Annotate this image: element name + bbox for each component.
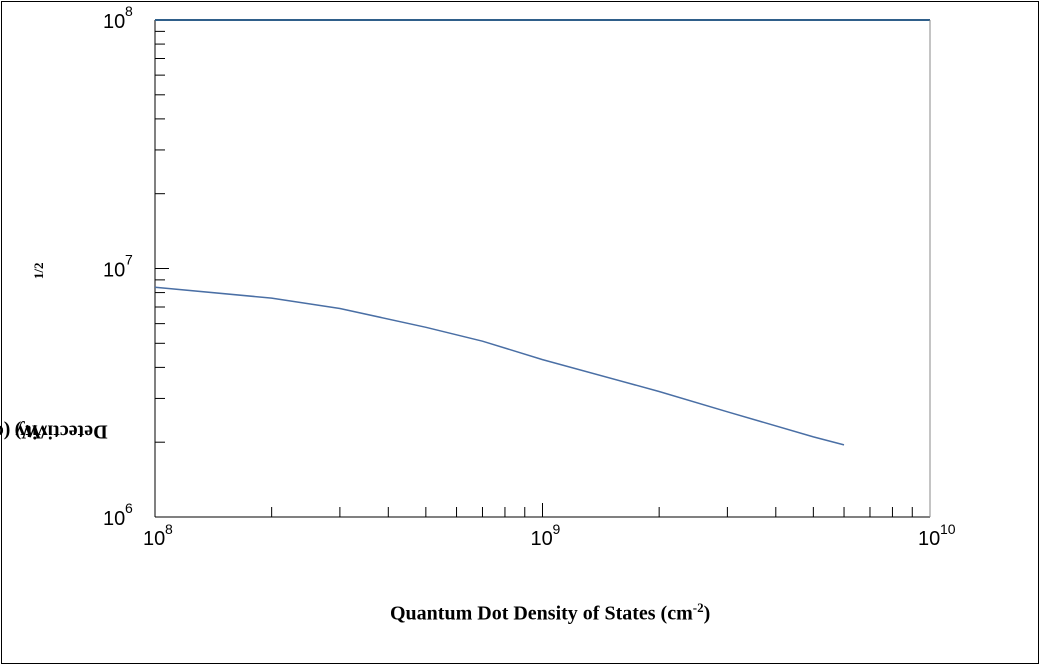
x-tick-label-exponent: 9 — [553, 521, 561, 537]
y-tick-label-exponent: 8 — [125, 3, 133, 19]
y-tick-label: 10 — [103, 260, 125, 282]
y-tick-label-exponent: 7 — [125, 252, 133, 268]
x-tick-label-exponent: 8 — [165, 521, 173, 537]
x-tick-label: 10 — [918, 528, 940, 550]
x-tick-label: 10 — [531, 528, 553, 550]
y-tick-label: 10 — [103, 11, 125, 33]
x-tick-label: 10 — [143, 528, 165, 550]
series-line — [154, 286, 845, 446]
x-axis-label: Quantum Dot Density of States (cm-2) — [390, 600, 711, 625]
y-tick-label: 10 — [103, 508, 125, 530]
x-tick-label-exponent: 10 — [940, 521, 956, 537]
y-tick-label-exponent: 6 — [125, 500, 133, 516]
